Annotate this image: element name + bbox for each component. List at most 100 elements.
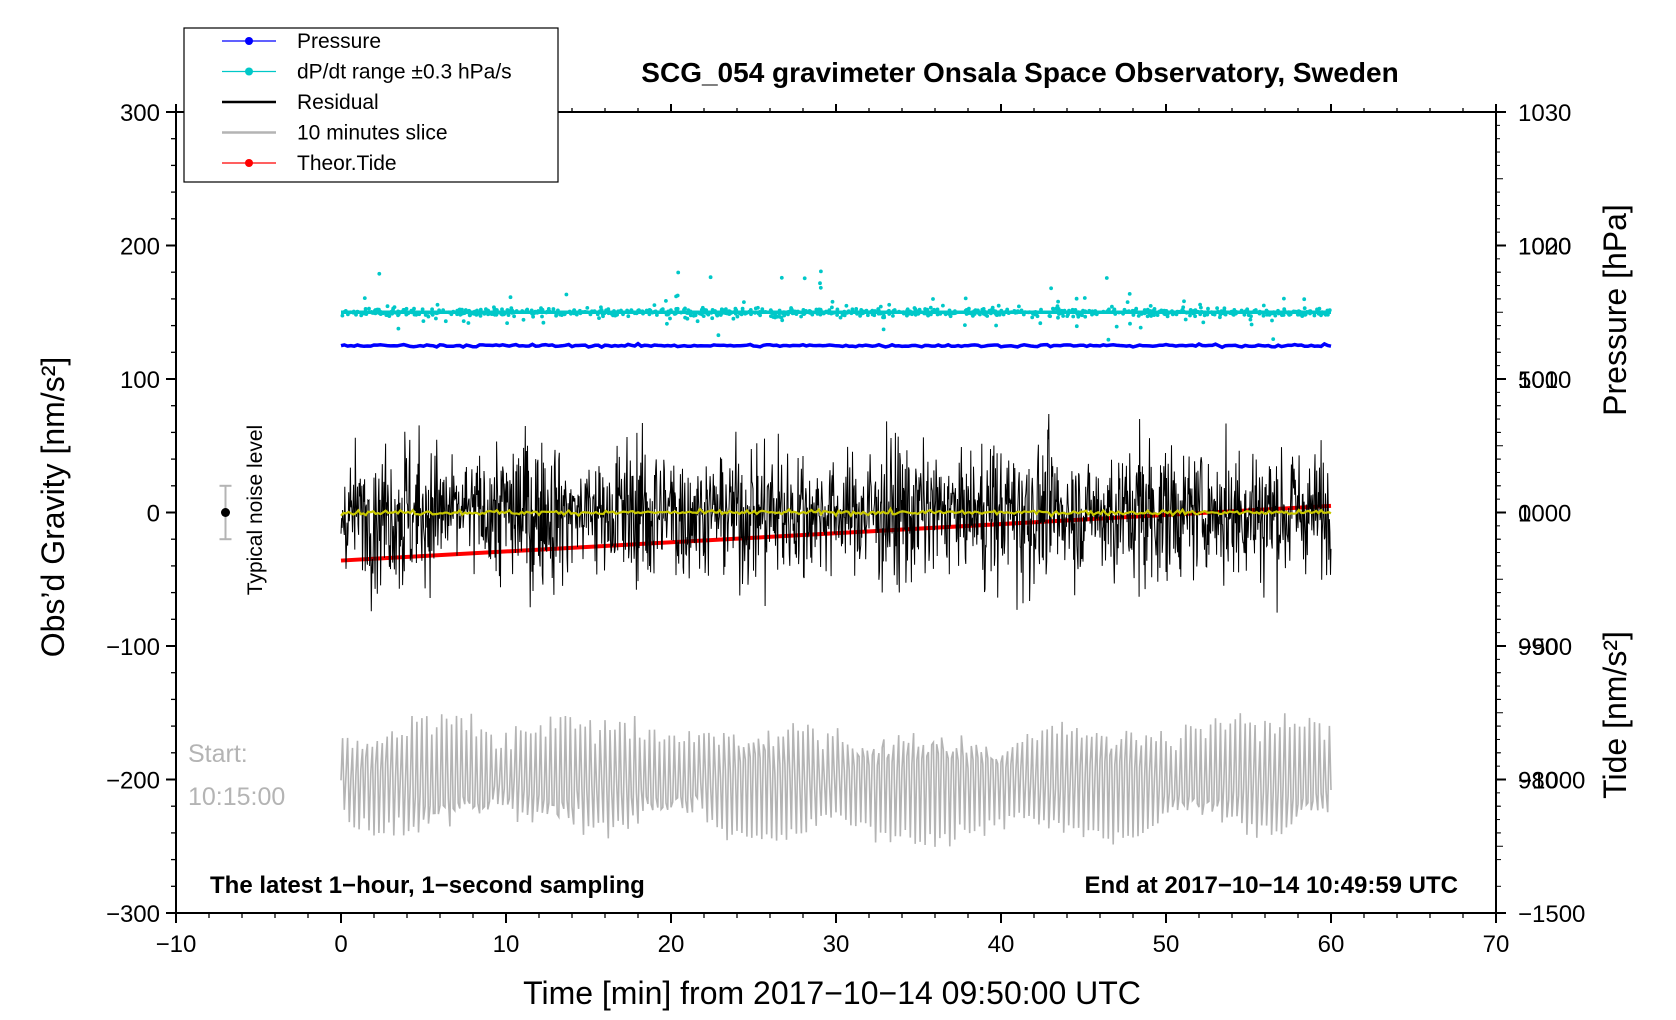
pressure-tick-label: 1010	[1518, 367, 1571, 394]
pressure-tick-label: 1030	[1518, 100, 1571, 127]
dpdt-point	[665, 321, 669, 326]
dpdt-point	[985, 314, 990, 318]
pressure-tick-label: 990	[1518, 634, 1558, 661]
dpdt-point	[963, 323, 967, 327]
dpdt-point	[1248, 317, 1253, 322]
pressure-axis-title: Pressure [hPa]	[1597, 204, 1633, 416]
dpdt-point	[881, 327, 886, 332]
dpdt-point	[601, 314, 605, 319]
dpdt-point	[1188, 313, 1192, 318]
dpdt-point	[858, 314, 862, 318]
dpdt-point	[701, 314, 706, 318]
dpdt-point	[683, 315, 687, 320]
legend-label: 10 minutes slice	[297, 122, 448, 145]
dpdt-point	[941, 303, 945, 308]
dpdt-point	[740, 306, 745, 311]
dpdt-point	[1082, 296, 1087, 300]
dpdt-point	[1056, 307, 1061, 311]
x-tick-label: 30	[823, 931, 850, 958]
dpdt-point	[1249, 322, 1254, 327]
dpdt-point	[391, 306, 396, 311]
dpdt-point	[710, 316, 715, 321]
dpdt-point	[1128, 321, 1132, 326]
dpdt-point	[1125, 300, 1130, 304]
dpdt-point	[742, 300, 746, 304]
dpdt-point	[1148, 304, 1153, 308]
dpdt-point	[597, 316, 601, 320]
x-axis-title: Time [min] from 2017−10−14 09:50:00 UTC	[523, 975, 1141, 1011]
dpdt-point	[467, 313, 472, 318]
dpdt-point	[1202, 313, 1207, 318]
y-tick-label: −200	[106, 768, 160, 795]
dpdt-point	[1302, 297, 1307, 302]
dpdt-point	[905, 307, 910, 312]
dpdt-point	[928, 305, 933, 310]
dpdt-point	[1273, 313, 1278, 318]
dpdt-point	[676, 270, 681, 275]
dpdt-point	[1127, 292, 1132, 296]
x-tick-label: 0	[334, 931, 347, 958]
y-tick-label: −300	[106, 901, 160, 928]
dpdt-point	[377, 271, 382, 276]
dpdt-point	[830, 299, 835, 304]
dpdt-point	[1038, 321, 1043, 326]
legend-marker	[245, 159, 253, 167]
dpdt-point	[674, 294, 678, 299]
dpdt-point	[1017, 304, 1021, 309]
dpdt-point	[779, 275, 784, 280]
dpdt-point	[731, 316, 736, 321]
dpdt-point	[1074, 324, 1079, 329]
tide-axis-title: Tide [nm/s²]	[1597, 631, 1633, 799]
dpdt-point	[1181, 305, 1186, 310]
dpdt-point	[421, 319, 426, 323]
dpdt-point	[367, 306, 371, 311]
tide-tick-label: −1500	[1518, 901, 1585, 928]
series-layer	[219, 269, 1332, 847]
dpdt-point	[420, 307, 425, 312]
dpdt-point	[655, 313, 659, 317]
dpdt-point	[1035, 314, 1040, 319]
dpdt-point	[840, 313, 845, 317]
legend-label: Residual	[297, 91, 379, 114]
dpdt-point	[1106, 337, 1111, 342]
x-tick-label: 70	[1483, 931, 1510, 958]
dpdt-point	[1280, 313, 1284, 317]
dpdt-point	[484, 307, 488, 311]
dpdt-point	[1218, 315, 1222, 320]
dpdt-point	[384, 313, 389, 317]
dpdt-point	[878, 304, 883, 309]
x-tick-label: 40	[988, 931, 1015, 958]
dpdt-point	[435, 302, 440, 307]
dpdt-point	[1056, 315, 1060, 320]
dpdt-point	[733, 306, 738, 311]
dpdt-point	[1005, 307, 1010, 312]
dpdt-point	[691, 313, 696, 318]
dpdt-point	[434, 316, 438, 321]
dpdt-point	[551, 307, 556, 311]
dpdt-point	[1201, 320, 1206, 325]
dpdt-point	[1152, 307, 1157, 311]
dpdt-point	[912, 306, 917, 310]
dpdt-point	[708, 275, 713, 280]
dpdt-point	[854, 307, 859, 311]
dpdt-point	[799, 314, 803, 319]
dpdt-point	[931, 297, 935, 301]
dpdt-point	[1114, 324, 1119, 329]
legend-box	[183, 27, 559, 183]
x-tick-label: 20	[658, 931, 685, 958]
dpdt-point	[466, 321, 471, 325]
dpdt-point	[1261, 313, 1266, 318]
dpdt-point	[1261, 303, 1266, 308]
pressure-tick-label: 1020	[1518, 234, 1571, 261]
dpdt-point	[760, 307, 765, 312]
tide-tick-label: 0	[1518, 501, 1531, 528]
dpdt-point	[362, 296, 367, 300]
dpdt-point	[1074, 296, 1079, 301]
dpdt-point	[1199, 305, 1203, 310]
series-ten-minute-slice	[340, 713, 1332, 847]
series-residual	[340, 413, 1332, 613]
dpdt-point	[1215, 306, 1219, 310]
dpdt-point	[626, 314, 631, 319]
tide-tick-label: −1000	[1518, 768, 1585, 795]
